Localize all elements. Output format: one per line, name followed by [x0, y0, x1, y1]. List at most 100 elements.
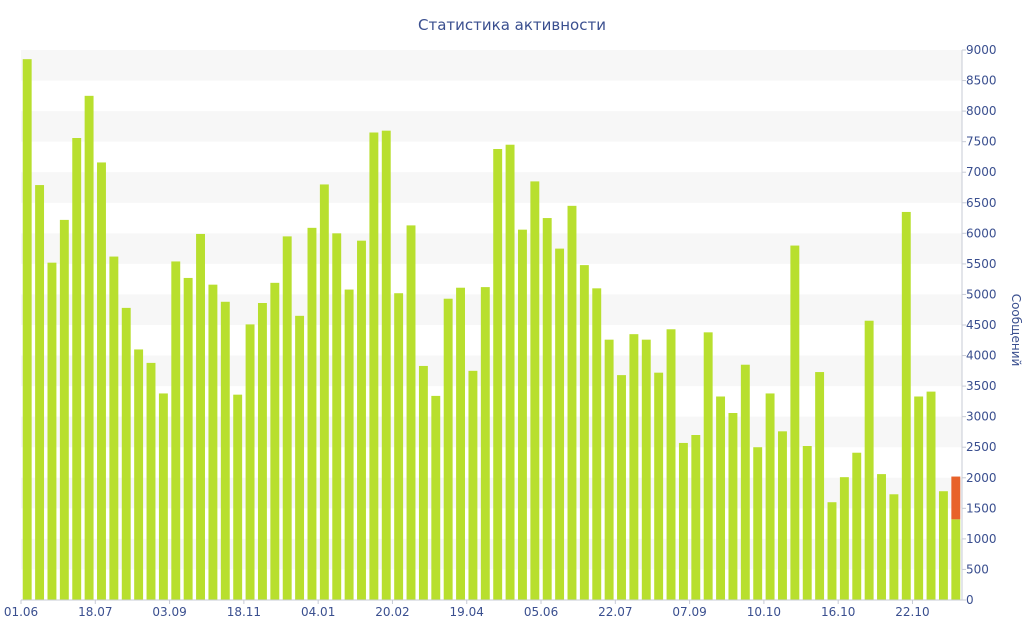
y-tick-label: 5000: [966, 287, 997, 301]
bars: [22, 59, 961, 601]
bar: [418, 365, 428, 600]
y-tick-label: 8500: [966, 74, 997, 88]
x-tick-label: 07.09: [672, 605, 706, 619]
bar: [59, 219, 69, 600]
bar: [914, 396, 924, 600]
bar: [542, 218, 552, 601]
bar: [171, 261, 181, 600]
y-axis-ticks: 0 500 1000 1500 2000 2500 3000 3500 4000 4500 5000…: [961, 43, 997, 607]
bar: [716, 396, 726, 600]
y-tick-label: 9000: [966, 43, 997, 57]
bar: [394, 293, 404, 600]
bar: [827, 502, 837, 600]
bar: [22, 59, 32, 600]
bar: [579, 265, 589, 600]
y-tick-label: 500: [966, 562, 989, 576]
bar: [97, 162, 106, 600]
bar: [84, 95, 94, 600]
bar: [456, 287, 466, 600]
bar: [319, 184, 329, 600]
bar: [938, 491, 948, 600]
bar: [641, 339, 651, 600]
y-axis-title: Сообщений: [1009, 294, 1023, 367]
bar: [592, 288, 602, 600]
bar: [245, 324, 255, 600]
bar: [728, 413, 738, 600]
y-tick-label: 7500: [966, 135, 997, 149]
bar: [406, 225, 416, 600]
bar: [839, 477, 849, 600]
x-tick-label: 03.09: [152, 605, 186, 619]
bar: [109, 256, 119, 600]
bar: [654, 372, 664, 600]
x-tick-label: 05.06: [524, 605, 558, 619]
bar: [134, 349, 144, 600]
x-tick-label: 10.10: [747, 605, 781, 619]
grid-band: [21, 50, 962, 81]
y-tick-label: 1000: [966, 532, 997, 546]
bar: [852, 452, 862, 600]
bar: [678, 442, 688, 600]
bar: [332, 233, 342, 601]
y-tick-label: 2500: [966, 440, 997, 454]
bar: [753, 447, 763, 600]
bar: [802, 446, 812, 600]
bar: [369, 132, 379, 600]
bar: [790, 245, 800, 601]
bar: [480, 287, 490, 600]
y-tick-label: 0: [966, 593, 974, 607]
bar: [431, 395, 441, 600]
y-tick-label: 3000: [966, 410, 997, 424]
y-tick-label: 6000: [966, 226, 997, 240]
bar: [815, 372, 825, 600]
bar: [443, 298, 453, 600]
bar: [778, 431, 787, 600]
bar: [505, 144, 515, 600]
x-axis-ticks: 01.06 18.07 03.09 18.11 04.01 20.02 19.04 05.06…: [4, 600, 930, 619]
y-tick-label: 7000: [966, 165, 997, 179]
x-tick-label: 22.10: [895, 605, 929, 619]
x-tick-label: 19.04: [450, 605, 484, 619]
bar: [666, 329, 676, 600]
bar: [270, 282, 280, 600]
bar: [196, 233, 205, 600]
bar: [282, 236, 292, 600]
grid-band: [21, 233, 962, 264]
bar: [740, 364, 750, 600]
bar: [901, 211, 911, 600]
y-tick-label: 1500: [966, 501, 997, 515]
bar: [530, 181, 540, 600]
y-tick-label: 4000: [966, 349, 997, 363]
bar: [889, 494, 899, 600]
y-tick-label: 8000: [966, 104, 997, 118]
grid-band: [21, 294, 962, 325]
bar: [765, 393, 775, 600]
bar: [35, 185, 45, 601]
bar: [381, 130, 391, 600]
x-tick-label: 18.11: [227, 605, 261, 619]
grid-band: [21, 172, 962, 203]
y-tick-label: 6500: [966, 196, 997, 210]
bar: [604, 339, 614, 600]
bar: [951, 519, 961, 600]
bar: [233, 394, 243, 600]
bar: [158, 393, 168, 600]
bar: [344, 289, 354, 600]
bar: [629, 334, 639, 600]
x-tick-label: 22.07: [598, 605, 632, 619]
bar: [864, 320, 874, 600]
chart-title: Статистика активности: [418, 16, 606, 34]
bar: [567, 205, 577, 601]
bar: [295, 315, 305, 600]
bar: [926, 391, 936, 600]
bar: [555, 248, 565, 600]
bar: [493, 149, 503, 600]
bar: [877, 474, 886, 600]
bar: [47, 262, 57, 600]
bar: [72, 138, 82, 600]
bar: [183, 277, 193, 600]
bar-highlight: [951, 476, 961, 520]
bar: [208, 284, 218, 600]
bar: [703, 332, 713, 600]
